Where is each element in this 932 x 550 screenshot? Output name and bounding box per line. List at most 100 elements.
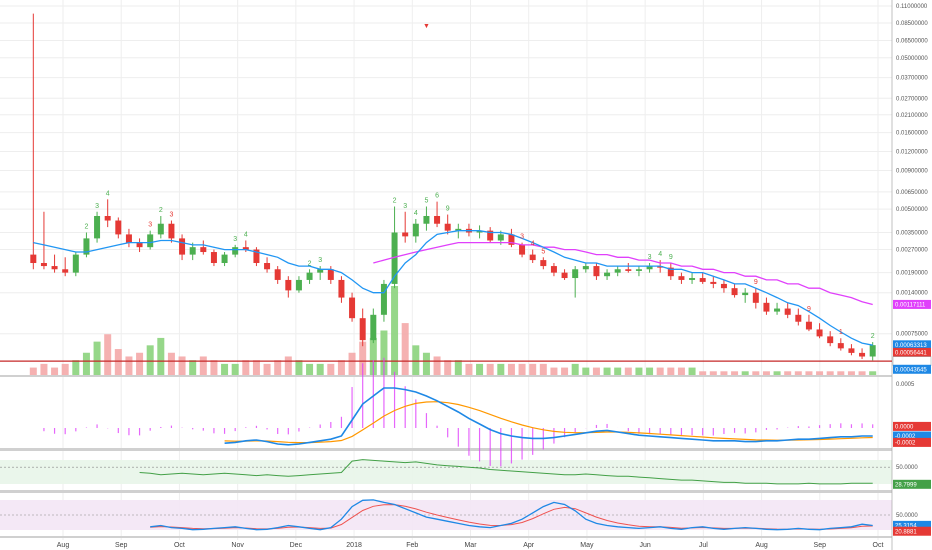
- sequence-label: 3: [233, 236, 237, 243]
- candle-body: [210, 252, 217, 264]
- volume-bar: [486, 363, 494, 375]
- candle-body: [646, 266, 653, 270]
- volume-bar: [603, 367, 611, 375]
- volume-bar: [667, 367, 675, 375]
- candle-body: [625, 269, 632, 271]
- volume-bar: [773, 371, 781, 375]
- volume-bar: [82, 352, 90, 375]
- price-badge: 0.00049406: [895, 359, 927, 365]
- time-tick-label: 2018: [346, 542, 362, 549]
- volume-bar: [614, 367, 622, 375]
- price-badge-bg: [893, 364, 931, 374]
- candle-body: [104, 215, 111, 221]
- price-badge: 0.00117111: [895, 303, 926, 309]
- candle-body: [550, 266, 557, 273]
- macd-badge: -0.0002: [895, 434, 916, 440]
- candle-body: [402, 232, 409, 237]
- candle-body: [455, 228, 462, 231]
- price-tick-label: 0.00650000: [896, 190, 928, 196]
- signal-marker: ▼: [423, 23, 430, 30]
- candle-body: [540, 260, 547, 267]
- price-tick-label: 0.01600000: [896, 131, 928, 137]
- candle-body: [221, 254, 228, 264]
- volume-bar: [816, 371, 824, 375]
- volume-bar: [337, 360, 345, 375]
- candle-body: [30, 254, 37, 264]
- volume-bar: [646, 367, 654, 375]
- time-tick-label: Sep: [814, 542, 827, 549]
- time-tick-label: Aug: [57, 542, 70, 549]
- candle-body: [147, 234, 154, 248]
- sequence-label: 5: [541, 248, 545, 255]
- volume-bar: [656, 367, 664, 375]
- price-tick-label: 0.08500000: [896, 21, 928, 27]
- volume-bar: [412, 345, 420, 375]
- volume-bar: [592, 367, 600, 375]
- volume-bar: [784, 371, 792, 375]
- time-tick-label: Oct: [174, 542, 185, 549]
- candle-body: [349, 297, 356, 319]
- candle-body: [816, 329, 823, 337]
- candle-body: [370, 314, 377, 341]
- volume-bar: [114, 349, 122, 375]
- sequence-label: 3: [95, 203, 99, 210]
- volume-bar: [444, 360, 452, 375]
- volume-bar: [720, 371, 728, 375]
- time-tick-label: Mar: [464, 542, 477, 549]
- time-tick-label: Dec: [290, 542, 303, 549]
- candle-body: [508, 234, 515, 245]
- sequence-label: 6: [435, 193, 439, 200]
- volume-bar: [295, 360, 303, 375]
- sequence-label: 3: [169, 212, 173, 219]
- time-tick-label: Jul: [699, 542, 708, 549]
- candle-body: [774, 308, 781, 312]
- stoch-badge-bg: [893, 520, 931, 530]
- time-axis[interactable]: Aug Sep Oct Nov Dec 2018 Feb Mar Apr May Jun Jul Aug…: [57, 542, 884, 549]
- candle-body: [614, 269, 621, 273]
- volume-bar: [762, 371, 770, 375]
- sequence-label: 3: [520, 234, 524, 241]
- rsi-tick-label: 50.0000: [896, 465, 918, 471]
- volume-bar: [348, 352, 356, 375]
- candle-body: [604, 272, 611, 277]
- candle-body: [157, 223, 164, 235]
- candle-body: [444, 223, 451, 231]
- sequence-label: 4: [244, 231, 248, 238]
- price-tick-label: 0.01200000: [896, 150, 928, 156]
- price-axis[interactable]: 0.11000000 0.08500000 0.06500000 0.05000000…: [896, 4, 928, 519]
- sequence-label: 4: [531, 241, 535, 248]
- sequence-label: 4: [414, 210, 418, 217]
- stoch-badge-bg: [893, 526, 931, 536]
- price-tick-label: 0.00500000: [896, 207, 928, 213]
- rsi-band: [0, 460, 892, 484]
- candle-body: [476, 230, 483, 233]
- macd-badge-bg: [893, 421, 931, 431]
- candle-body: [125, 234, 132, 243]
- candle-body: [274, 269, 281, 280]
- volume-bar: [157, 337, 165, 375]
- candle-body: [795, 314, 802, 322]
- sequence-label: 3: [148, 222, 152, 229]
- candle-body: [667, 267, 674, 277]
- price-badge-bg: [893, 299, 931, 309]
- candle-body: [635, 269, 642, 271]
- candle-body: [742, 292, 749, 296]
- volume-bar: [561, 367, 569, 375]
- time-tick-label: Nov: [231, 542, 244, 549]
- candle-body: [689, 278, 696, 280]
- macd-pane: [43, 357, 874, 467]
- candle-body: [51, 266, 58, 270]
- volume-bar: [741, 371, 749, 375]
- candle-body: [699, 278, 706, 282]
- ema-line: [33, 230, 873, 346]
- stoch-badge: 25.3154: [895, 524, 917, 530]
- volume-bar: [869, 371, 877, 375]
- volume-bar: [401, 323, 409, 375]
- candle-body: [189, 247, 196, 255]
- candle-body: [519, 244, 526, 255]
- volume-bar: [72, 360, 80, 375]
- volume-bars: [0, 286, 892, 375]
- candle-body: [497, 234, 504, 241]
